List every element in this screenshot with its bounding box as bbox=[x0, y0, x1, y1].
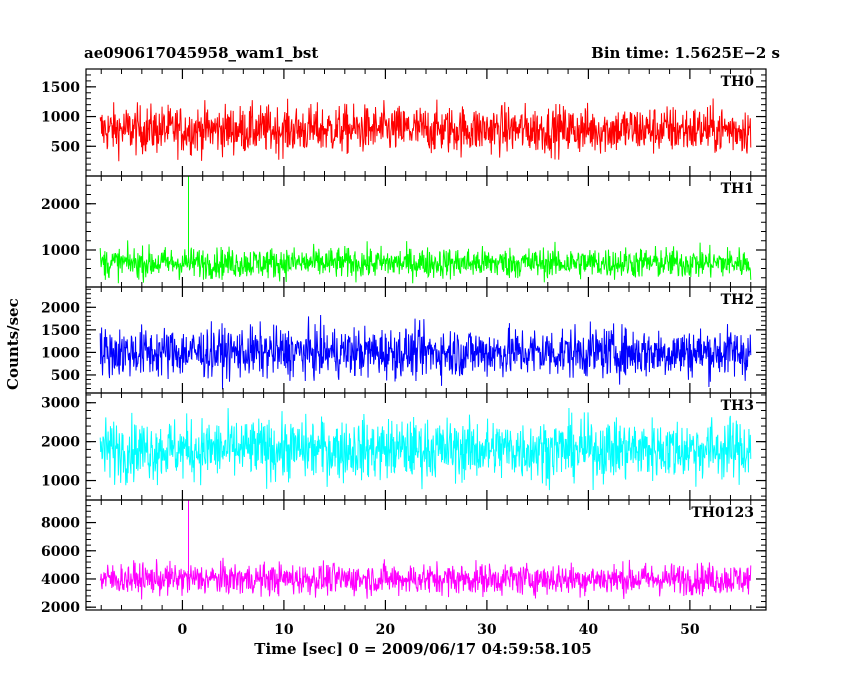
y-tick-label: 1000 bbox=[41, 243, 80, 259]
y-tick-label: 500 bbox=[51, 139, 80, 155]
bin-time-label: Bin time: 1.5625E−2 s bbox=[591, 44, 780, 62]
panel-label-th3: TH3 bbox=[721, 398, 754, 414]
x-tick-label: 30 bbox=[477, 622, 497, 638]
y-tick-label: 1000 bbox=[41, 345, 80, 361]
x-tick-label: 20 bbox=[376, 622, 396, 638]
y-tick-label: 1500 bbox=[41, 80, 80, 96]
y-tick-label: 2000 bbox=[41, 435, 80, 451]
panel-frame-th0123 bbox=[85, 499, 767, 611]
series-trace-th0 bbox=[99, 98, 752, 162]
y-tick-label: 3000 bbox=[41, 396, 80, 412]
y-tick-label: 1500 bbox=[41, 323, 80, 339]
series-trace-th3 bbox=[99, 408, 752, 491]
y-tick-label: 6000 bbox=[41, 544, 80, 560]
panel-label-th2: TH2 bbox=[721, 292, 754, 308]
series-trace-th1 bbox=[99, 176, 752, 284]
y-tick-label: 2000 bbox=[41, 600, 80, 616]
panel-label-th0: TH0 bbox=[721, 74, 755, 90]
y-tick-label: 500 bbox=[51, 368, 80, 384]
x-tick-label: 40 bbox=[579, 622, 599, 638]
panel-label-th1: TH1 bbox=[721, 181, 754, 197]
x-tick-label: 50 bbox=[680, 622, 700, 638]
y-tick-label: 1000 bbox=[41, 110, 80, 126]
panel-frame-th2 bbox=[85, 286, 767, 394]
y-tick-label: 4000 bbox=[41, 572, 80, 588]
x-tick-label: 10 bbox=[274, 622, 294, 638]
y-tick-label: 2000 bbox=[41, 300, 80, 316]
y-axis-label: Counts/sec bbox=[4, 298, 22, 390]
file-title: ae090617045958_wam1_bst bbox=[84, 44, 319, 62]
series-trace-th0123 bbox=[99, 500, 752, 600]
series-trace-th2 bbox=[99, 314, 752, 390]
x-axis-label: Time [sec] 0 = 2009/06/17 04:59:58.105 bbox=[254, 640, 592, 658]
panel-label-th0123: TH0123 bbox=[691, 505, 754, 521]
y-tick-label: 2000 bbox=[41, 197, 80, 213]
y-tick-label: 1000 bbox=[41, 474, 80, 490]
x-tick-label: 0 bbox=[178, 622, 188, 638]
y-tick-label: 8000 bbox=[41, 516, 80, 532]
